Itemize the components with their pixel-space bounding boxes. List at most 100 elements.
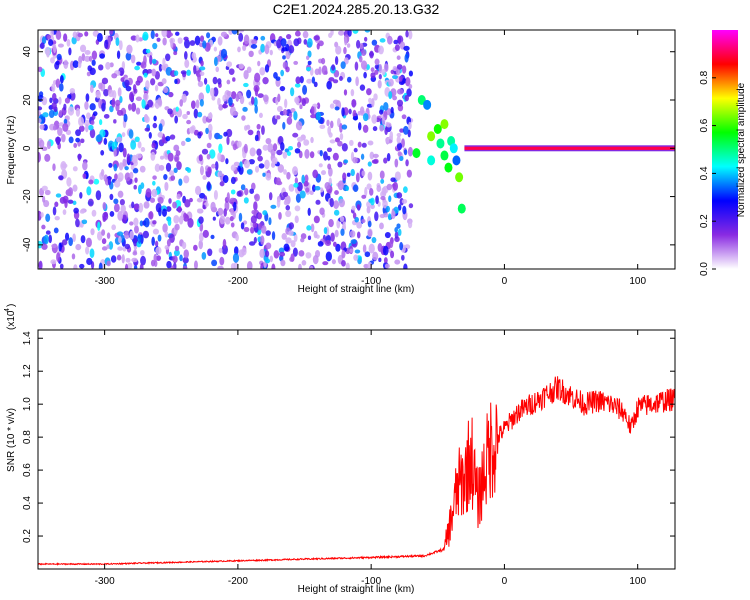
spectrogram-noise-blob — [236, 140, 242, 148]
spectrogram-noise-blob — [372, 251, 379, 261]
spectrogram-noise-blob — [381, 116, 386, 126]
spectrogram-noise-blob — [89, 67, 96, 76]
spectrogram-noise-blob — [243, 227, 250, 233]
spectrogram-noise-blob — [407, 146, 413, 157]
spectrogram-noise-blob — [83, 119, 91, 127]
spectrogram-noise-blob — [98, 64, 104, 71]
spectrogram-noise-blob — [366, 88, 372, 96]
spectrogram-noise-blob — [180, 140, 186, 147]
spectrogram-noise-blob — [337, 161, 343, 168]
spectrogram-noise-blob — [75, 218, 80, 228]
spectrogram-noise-blob — [362, 124, 369, 133]
spectrogram-noise-blob — [53, 43, 57, 54]
spectrogram-noise-blob — [56, 252, 61, 263]
spectrogram-noise-blob — [348, 108, 352, 115]
spectrogram-noise-blob — [184, 51, 188, 60]
spectrogram-noise-blob — [130, 54, 136, 64]
spectrogram-noise-blob — [66, 39, 71, 47]
spectrogram-noise-blob — [401, 65, 407, 74]
spectrogram-noise-blob — [326, 147, 332, 153]
spectrogram-noise-blob — [189, 40, 196, 46]
spectrogram-noise-blob — [125, 52, 132, 61]
spectrogram-noise-blob — [116, 231, 124, 236]
spectrogram-noise-blob — [262, 144, 269, 151]
spectrogram-noise-blob — [349, 139, 354, 147]
spectrogram-noise-blob — [66, 177, 72, 187]
spectrogram-noise-blob — [133, 265, 138, 269]
spectrogram-noise-blob — [133, 217, 139, 227]
spectrogram-noise-blob — [148, 132, 152, 139]
spectrogram-noise-blob — [393, 39, 399, 45]
spectrogram-noise-blob — [86, 186, 92, 196]
spectrogram-noise-blob — [294, 215, 299, 224]
spectrogram-noise-blob — [383, 212, 389, 218]
snr-x-tick-label: -300 — [95, 576, 115, 587]
spectrogram-y-tick-label: -40 — [22, 237, 33, 252]
spectrogram-noise-blob — [170, 265, 175, 269]
spectrogram-noise-blob — [388, 78, 394, 87]
spectrogram-noise-blob — [327, 155, 331, 161]
spectrogram-noise-blob — [359, 106, 365, 115]
spectrogram-noise-blob — [177, 37, 183, 44]
spectrogram-noise-blob — [250, 215, 257, 224]
spectrogram-noise-blob — [58, 175, 64, 181]
spectrogram-noise-blob — [357, 122, 362, 131]
spectrogram-noise-blob — [145, 48, 151, 54]
spectrogram-noise-blob — [295, 30, 301, 37]
spectrogram-noise-blob — [95, 190, 102, 201]
spectrogram-noise-blob — [390, 250, 395, 259]
spectrogram-noise-blob — [113, 203, 120, 213]
spectrogram-noise-blob — [349, 248, 354, 253]
spectrogram-noise-blob — [165, 162, 172, 172]
spectrogram-noise-blob — [332, 99, 339, 105]
spectrogram-noise-blob — [264, 64, 270, 73]
spectrogram-noise-blob — [73, 264, 78, 269]
spectrogram-noise-blob — [335, 45, 342, 55]
spectrogram-noise-blob — [86, 257, 93, 266]
spectrogram-noise-blob — [351, 99, 357, 108]
spectrogram-noise-blob — [63, 118, 68, 125]
spectrogram-noise-blob — [117, 246, 124, 251]
spectrogram-noise-blob — [292, 132, 299, 138]
spectrogram-noise-blob — [172, 201, 177, 209]
spectrogram-noise-blob — [63, 103, 67, 111]
spectrogram-noise-blob — [199, 66, 206, 71]
spectrogram-noise-blob — [354, 216, 359, 223]
spectrogram-noise-blob — [260, 35, 266, 41]
spectrogram-noise-blob — [376, 184, 382, 193]
spectrogram-noise-blob — [75, 137, 81, 143]
spectrogram-noise-blob — [205, 84, 211, 94]
spectrogram-noise-blob — [254, 72, 261, 83]
spectrogram-noise-blob — [132, 84, 137, 93]
spectrogram-noise-blob — [193, 108, 199, 119]
spectrogram-noise-blob — [385, 137, 390, 145]
spectrogram-noise-blob — [378, 45, 384, 55]
spectrogram-noise-blob — [90, 228, 95, 236]
spectrogram-noise-blob — [68, 237, 73, 247]
spectrogram-noise-blob — [306, 78, 313, 84]
spectrogram-noise-blob — [313, 215, 320, 224]
spectrogram-noise-blob — [271, 231, 276, 241]
snr-scale-factor: (x10 4 ) — [4, 304, 17, 330]
spectrogram-noise-blob — [250, 226, 255, 234]
spectrogram-noise-blob — [174, 245, 180, 252]
spectrogram-noise-blob — [408, 203, 414, 209]
spectrogram-noise-blob — [110, 255, 117, 263]
spectrogram-noise-blob — [262, 172, 266, 177]
spectrogram-noise-blob — [137, 141, 142, 149]
spectrogram-noise-blob — [75, 243, 82, 251]
spectrogram-noise-blob — [269, 255, 274, 263]
spectrogram-noise-blob — [397, 88, 404, 95]
spectrogram-noise-blob — [99, 119, 103, 126]
spectrogram-noise-blob — [69, 91, 76, 101]
spectrogram-noise-blob — [111, 98, 116, 108]
spectrogram-noise-blob — [262, 210, 268, 216]
spectrogram-noise-blob — [178, 178, 183, 186]
spectrogram-noise-blob — [132, 251, 138, 256]
spectrogram-noise-blob — [152, 220, 157, 225]
spectrogram-noise-blob — [389, 239, 394, 248]
spectrogram-noise-blob — [392, 74, 399, 80]
spectrogram-noise-blob — [75, 107, 81, 117]
spectrogram-noise-blob — [290, 87, 295, 97]
spectrogram-noise-blob — [114, 180, 121, 188]
